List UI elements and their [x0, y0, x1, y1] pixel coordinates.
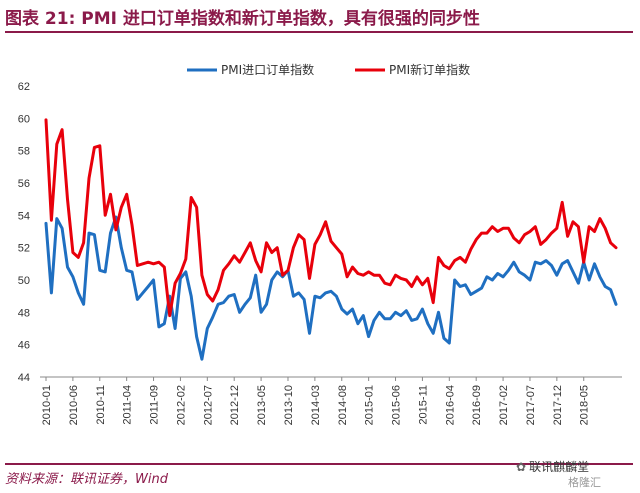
y-tick-label: 52	[18, 243, 30, 255]
x-tick-label: 2018-05	[579, 385, 591, 425]
x-tick-label: 2011-04	[122, 385, 134, 425]
y-tick-label: 48	[18, 307, 30, 319]
x-tick-label: 2015-06	[391, 385, 403, 425]
x-tick-label: 2010-01	[41, 385, 53, 425]
y-tick-label: 44	[18, 372, 30, 384]
x-axis: 2010-01 2010-06 2010-11 2011-04 2011-09 2012-…	[40, 376, 622, 425]
x-tick-label: 2012-07	[202, 385, 214, 425]
legend-item-import-orders-label: PMI进口订单指数	[221, 62, 314, 77]
x-tick-label: 2013-05	[256, 385, 268, 425]
series-layer	[44, 118, 618, 361]
y-tick-label: 58	[18, 146, 30, 158]
x-tick-label: 2015-11	[417, 385, 429, 425]
x-tick-label: 2012-12	[229, 385, 241, 425]
y-tick-label: 54	[18, 210, 30, 222]
x-tick-label: 2011-09	[149, 385, 161, 425]
source-note: 资料来源：联讯证券，Wind	[5, 472, 168, 487]
x-tick-label: 2015-01	[364, 385, 376, 425]
x-tick-label: 2017-07	[525, 385, 537, 425]
x-tick-label: 2017-12	[552, 385, 564, 425]
x-tick-label: 2016-09	[471, 385, 483, 425]
x-tick-label: 2010-11	[95, 385, 107, 425]
x-tick-label: 2014-08	[337, 385, 349, 425]
watermark-line2: 格隆汇	[568, 476, 601, 489]
watermark-line1: 联讯麒麟堂	[529, 460, 590, 474]
y-tick-label: 46	[18, 340, 30, 352]
series-line-new-orders	[44, 118, 618, 318]
y-tick-label: 50	[18, 275, 30, 287]
x-tick-label: 2012-02	[175, 385, 187, 425]
x-tick-label: 2014-03	[310, 385, 322, 425]
y-tick-label: 62	[18, 81, 30, 93]
wechat-icon: ✿	[516, 460, 527, 474]
footer-divider	[5, 463, 633, 465]
watermark: ✿ 联讯麒麟堂 格隆汇	[516, 460, 601, 490]
x-tick-label: 2010-06	[68, 385, 80, 425]
y-tick-label: 60	[18, 113, 30, 125]
legend: PMI进口订单指数 PMI新订单指数	[187, 62, 470, 77]
y-axis: 44 46 48 50 52 54 56 58 60 62	[18, 81, 30, 384]
x-tick-label: 2016-04	[444, 385, 456, 425]
chart-title: 图表 21: PMI 进口订单指数和新订单指数，具有很强的同步性	[5, 9, 480, 29]
x-tick-label: 2013-10	[283, 385, 295, 425]
series-line-import-orders	[44, 215, 618, 361]
x-tick-label: 2017-02	[498, 385, 510, 425]
y-tick-label: 56	[18, 178, 30, 190]
legend-item-new-orders-label: PMI新订单指数	[389, 62, 470, 77]
title-divider	[5, 31, 633, 33]
